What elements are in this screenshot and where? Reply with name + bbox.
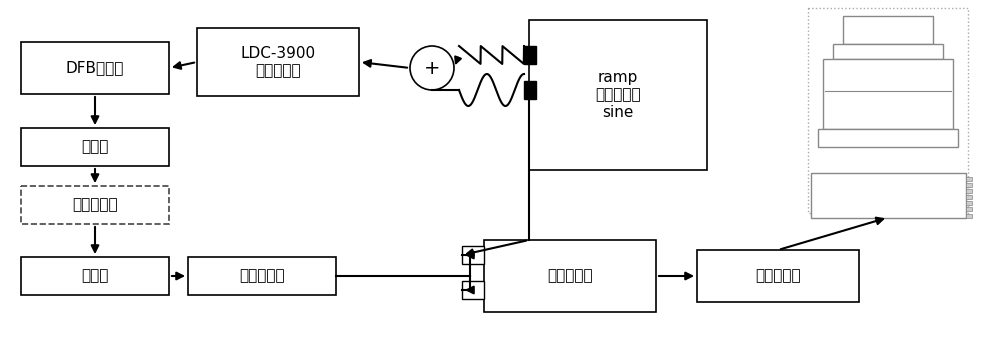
Bar bbox=[188, 257, 336, 295]
Bar bbox=[21, 42, 169, 94]
Bar bbox=[966, 176, 972, 181]
Bar bbox=[966, 201, 972, 205]
Bar bbox=[966, 183, 972, 187]
Bar bbox=[966, 214, 972, 218]
Text: 前置放大器: 前置放大器 bbox=[239, 269, 285, 284]
Bar bbox=[966, 189, 972, 193]
Text: 数据采集卡: 数据采集卡 bbox=[755, 269, 801, 284]
Bar bbox=[697, 250, 859, 302]
Bar bbox=[21, 257, 169, 295]
Bar bbox=[818, 129, 958, 147]
Text: DFB激光器: DFB激光器 bbox=[66, 61, 124, 76]
Bar bbox=[808, 8, 968, 213]
Circle shape bbox=[410, 46, 454, 90]
Text: 准直器: 准直器 bbox=[81, 140, 109, 155]
Bar bbox=[810, 173, 966, 218]
Bar bbox=[462, 281, 484, 299]
Text: +: + bbox=[424, 58, 440, 78]
Text: 气体吸收池: 气体吸收池 bbox=[72, 198, 118, 213]
Text: LDC-3900
激光驱动器: LDC-3900 激光驱动器 bbox=[240, 46, 316, 78]
Text: ramp
信号发生器
sine: ramp 信号发生器 sine bbox=[595, 70, 641, 120]
Bar bbox=[21, 128, 169, 166]
Bar bbox=[966, 207, 972, 211]
Bar bbox=[966, 195, 972, 199]
Text: 探测器: 探测器 bbox=[81, 269, 109, 284]
Bar bbox=[823, 59, 953, 129]
Bar bbox=[21, 186, 169, 224]
Bar bbox=[843, 16, 933, 44]
Bar bbox=[484, 240, 656, 312]
Bar bbox=[529, 20, 707, 170]
Text: 锁相放大器: 锁相放大器 bbox=[547, 269, 593, 284]
Bar bbox=[833, 44, 943, 59]
Bar bbox=[197, 28, 359, 96]
Bar bbox=[524, 46, 536, 64]
Bar bbox=[462, 246, 484, 264]
Bar bbox=[524, 81, 536, 99]
